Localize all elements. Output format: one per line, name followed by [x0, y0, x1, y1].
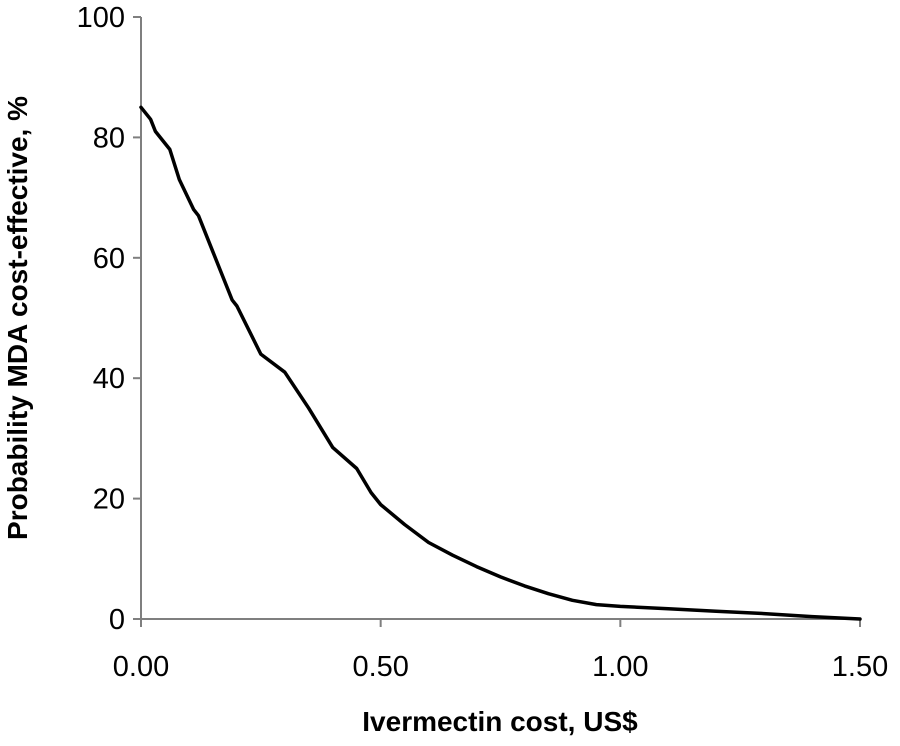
y-tick-label: 60: [93, 243, 125, 275]
y-tick-label: 100: [77, 2, 125, 34]
series-group: [139, 105, 862, 621]
ticks: 0 20 40 60 80 100 0.00 0.50 1.00 1.50: [77, 2, 889, 683]
y-tick-label: 0: [109, 604, 125, 636]
y-tick-label: 20: [93, 484, 125, 516]
x-tick-label: 1.50: [832, 651, 888, 683]
y-tick-label: 40: [93, 363, 125, 395]
x-tick-label: 1.00: [592, 651, 648, 683]
y-axis-title: Probability MDA cost-effective, %: [2, 96, 33, 540]
series-line: [139, 105, 862, 621]
y-tick-label: 80: [93, 122, 125, 154]
axes: [140, 17, 861, 620]
x-tick-label: 0.50: [352, 651, 408, 683]
x-tick-label: 0.00: [113, 651, 169, 683]
x-axis-title: Ivermectin cost, US$: [362, 706, 638, 737]
